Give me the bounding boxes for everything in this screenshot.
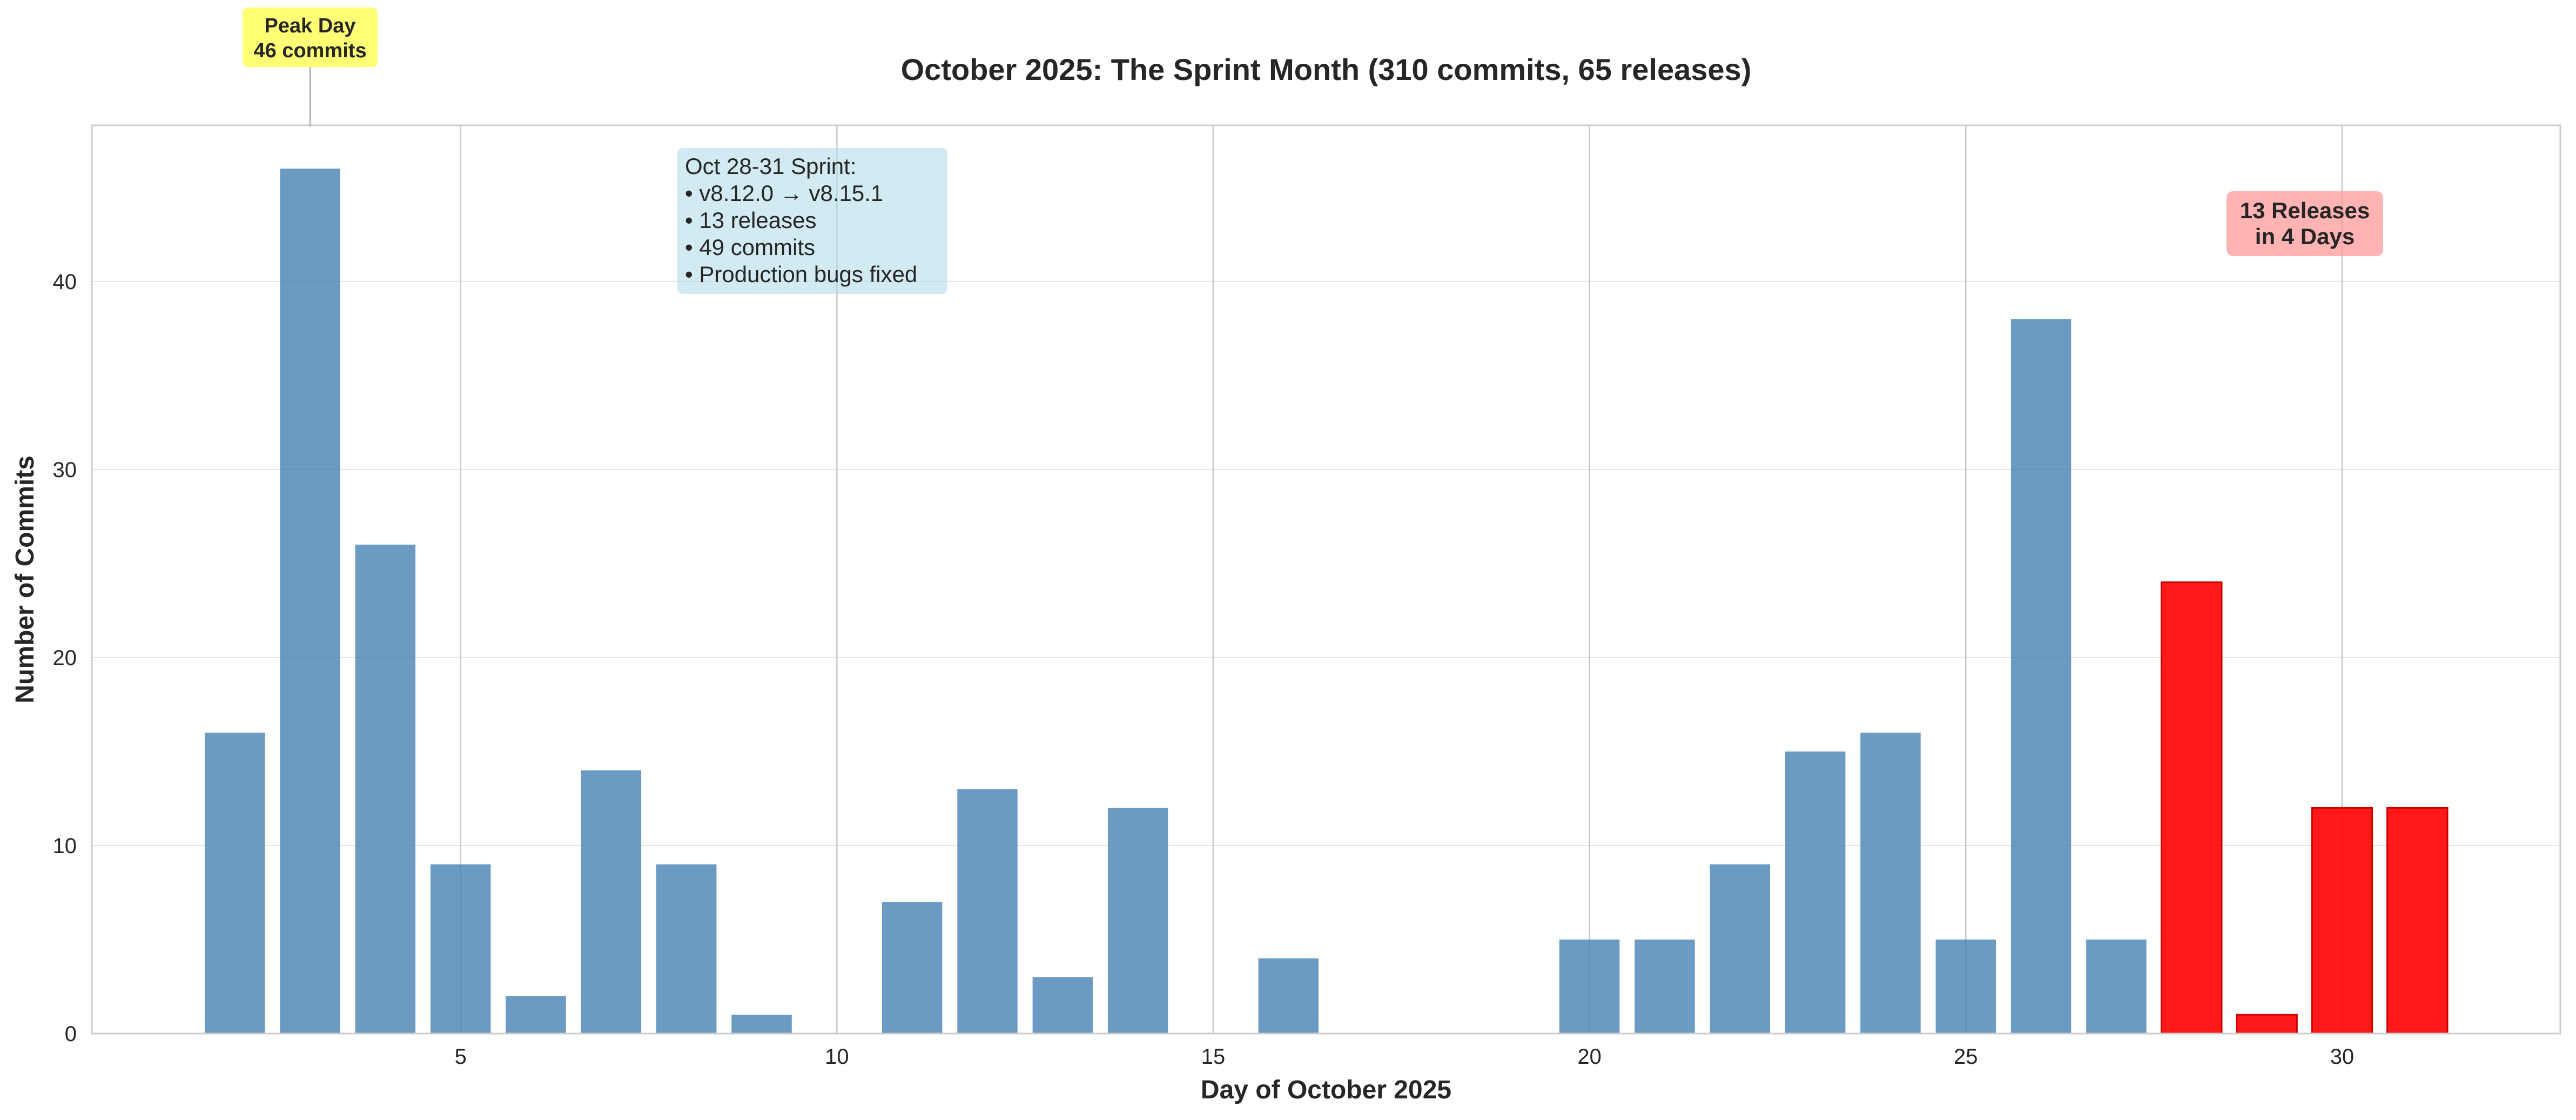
sprint-summary-line-3: • 13 releases bbox=[685, 207, 817, 233]
y-tick-label: 0 bbox=[65, 1022, 77, 1046]
commit-bar bbox=[430, 864, 491, 1034]
peak-day-line-1: Peak Day bbox=[265, 15, 356, 37]
y-tick-label: 40 bbox=[53, 270, 77, 294]
peak-day-box bbox=[243, 8, 378, 67]
commit-bar bbox=[1635, 939, 1695, 1034]
sprint-summary-line-2: • v8.12.0 → v8.15.1 bbox=[685, 180, 883, 206]
y-tick-label: 30 bbox=[53, 458, 77, 482]
y-tick-label: 10 bbox=[53, 834, 77, 858]
sprint-summary-annotation: Oct 28-31 Sprint: • v8.12.0 → v8.15.1 • … bbox=[677, 148, 947, 294]
tick-layer: 0 10 20 30 40 5 10 15 20 25 30 bbox=[53, 270, 2355, 1069]
releases-annotation: 13 Releases in 4 Days bbox=[2227, 191, 2383, 256]
sprint-summary-line-4: • 49 commits bbox=[685, 234, 815, 260]
x-tick-label: 25 bbox=[1954, 1045, 1978, 1069]
releases-box bbox=[2227, 191, 2383, 256]
x-tick-label: 30 bbox=[2330, 1045, 2355, 1069]
x-tick-label: 20 bbox=[1577, 1045, 1602, 1069]
x-tick-label: 15 bbox=[1201, 1045, 1226, 1069]
sprint-summary-box bbox=[677, 148, 947, 294]
commit-bar bbox=[506, 996, 566, 1034]
commit-bar bbox=[656, 864, 717, 1034]
sprint-bar bbox=[2236, 1014, 2298, 1035]
commit-bar bbox=[280, 169, 340, 1034]
releases-line-1: 13 Releases bbox=[2240, 198, 2370, 223]
sprint-summary-line-5: • Production bugs fixed bbox=[685, 261, 917, 287]
x-tick-label: 5 bbox=[455, 1045, 467, 1069]
commit-bar bbox=[957, 789, 1018, 1034]
sprint-bar bbox=[2311, 807, 2373, 1035]
releases-line-2: in 4 Days bbox=[2255, 224, 2355, 249]
peak-day-line-2: 46 commits bbox=[254, 39, 367, 62]
commit-bar bbox=[1559, 939, 1620, 1034]
commit-bar bbox=[2010, 319, 2071, 1034]
commit-bar bbox=[1032, 977, 1093, 1034]
commit-bar bbox=[1785, 751, 1846, 1034]
commit-bar bbox=[882, 902, 943, 1034]
bar-layer bbox=[204, 169, 2449, 1035]
commit-bar bbox=[1107, 808, 1168, 1034]
sprint-summary-line-1: Oct 28-31 Sprint: bbox=[685, 153, 856, 179]
x-tick-label: 10 bbox=[825, 1045, 849, 1069]
y-tick-label: 20 bbox=[53, 646, 77, 670]
commit-bar bbox=[731, 1015, 792, 1034]
commit-bar bbox=[1258, 958, 1319, 1034]
chart-title: October 2025: The Sprint Month (310 comm… bbox=[901, 52, 1752, 86]
peak-day-annotation: Peak Day 46 commits bbox=[243, 8, 378, 126]
commit-bar bbox=[355, 545, 416, 1034]
x-axis-label: Day of October 2025 bbox=[1201, 1076, 1451, 1104]
commit-bar bbox=[2086, 939, 2147, 1034]
commit-bar bbox=[1935, 939, 1996, 1034]
plot-frame bbox=[91, 124, 2561, 1035]
sprint-bar bbox=[2386, 807, 2449, 1035]
commit-bar bbox=[204, 733, 265, 1034]
y-axis-label: Number of Commits bbox=[11, 455, 39, 703]
sprint-bar bbox=[2161, 581, 2223, 1035]
commit-bar bbox=[1710, 864, 1771, 1034]
commit-bar bbox=[1860, 733, 1921, 1034]
commit-bar bbox=[581, 770, 642, 1034]
